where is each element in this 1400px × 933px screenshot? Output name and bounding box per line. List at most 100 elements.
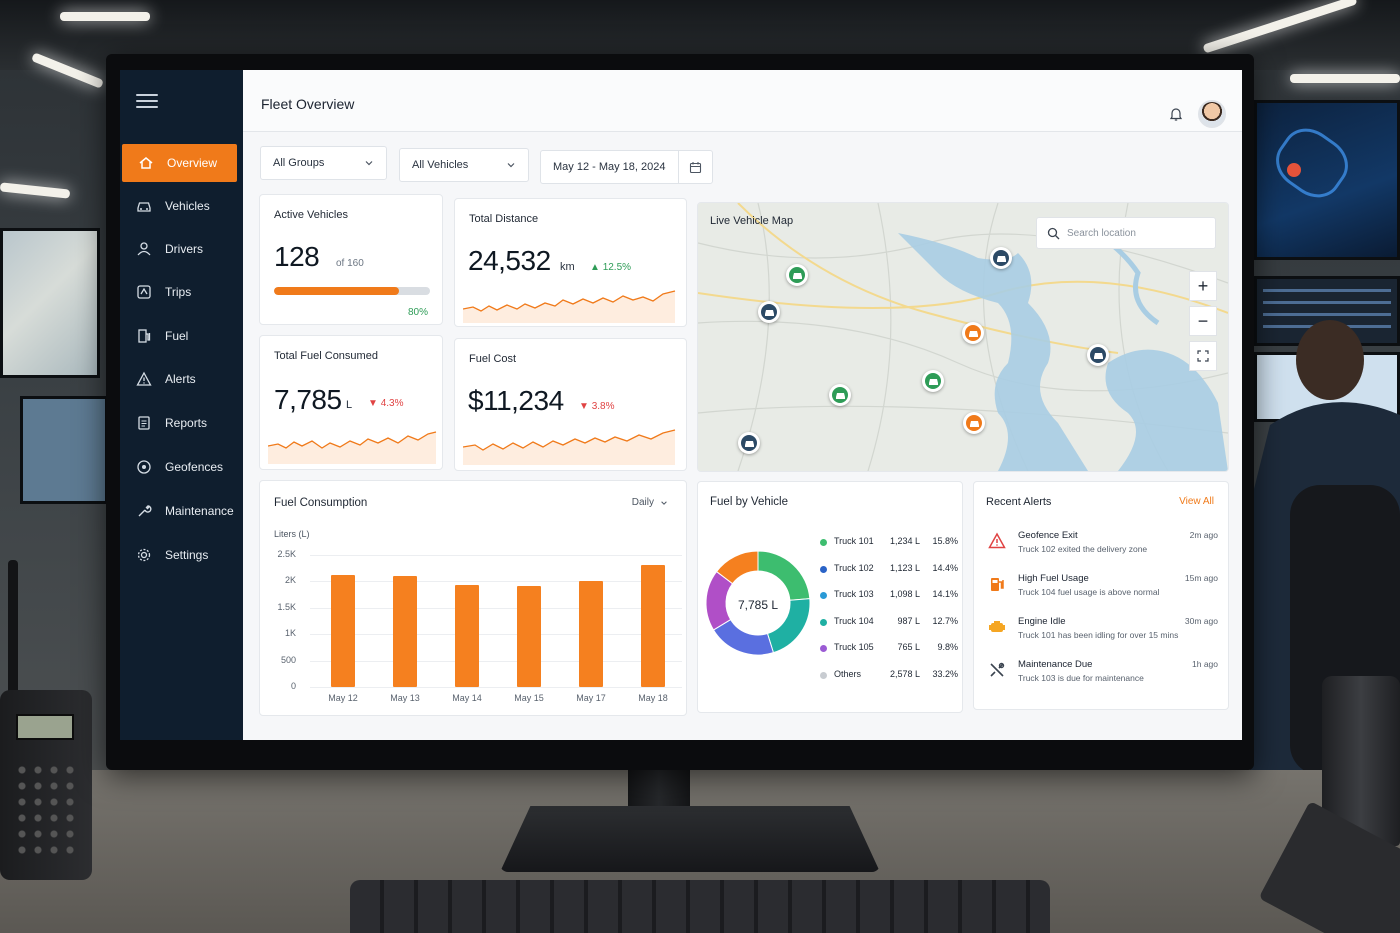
vehicle-marker[interactable] [990, 247, 1012, 269]
gear-icon [136, 547, 152, 563]
search-placeholder: Search location [1067, 227, 1136, 239]
kpi-card-active-vehicles: Active Vehicles 128 of 160 80% [259, 194, 443, 325]
vehicle-marker[interactable] [1087, 344, 1109, 366]
alert-item[interactable]: Maintenance Due Truck 103 is due for mai… [974, 659, 1230, 699]
alert-item[interactable]: Engine Idle Truck 101 has been idling fo… [974, 616, 1230, 656]
fuel-consumed-sparkline [268, 431, 437, 464]
legend-label: Truck 104 [834, 615, 874, 626]
period-select[interactable]: Daily [632, 497, 668, 508]
chart-title: Fuel Consumption [274, 497, 368, 509]
kpi-unit: L [346, 399, 353, 411]
legend-swatch [820, 565, 827, 573]
kpi-title: Total Distance [469, 213, 539, 225]
map-search-input[interactable]: Search location [1036, 217, 1216, 249]
date-range-picker[interactable]: May 12 - May 18, 2024 [540, 150, 713, 184]
group-filter-select[interactable]: All Groups [260, 146, 387, 180]
alert-description: Truck 101 has been idling for over 15 mi… [1018, 630, 1179, 640]
vehicle-marker[interactable] [738, 432, 760, 454]
sidebar-item-label: Maintenance [165, 504, 234, 518]
notification-bell-icon[interactable] [1168, 106, 1184, 122]
kpi-value: 24,532 [468, 245, 551, 276]
vehicle-filter-select[interactable]: All Vehicles [399, 148, 529, 182]
user-avatar[interactable] [1198, 100, 1226, 128]
alert-title: Maintenance Due [1018, 659, 1093, 670]
vehicle-marker[interactable] [758, 301, 780, 323]
sidebar-item-fuel[interactable]: Fuel [120, 317, 243, 355]
car-icon [764, 309, 774, 316]
legend-percent: 9.8% [937, 642, 958, 652]
dashboard-icon [138, 155, 154, 171]
alert-title: Geofence Exit [1018, 530, 1078, 541]
car-icon [1093, 352, 1103, 359]
kpi-unit: km [560, 261, 575, 273]
y-tick-label: 1K [284, 628, 296, 639]
period-value: Daily [631, 497, 654, 508]
vehicle-marker[interactable] [829, 384, 851, 406]
x-tick-label: May 14 [452, 693, 482, 703]
report-icon [136, 415, 152, 431]
alert-time: 2m ago [1189, 530, 1218, 540]
sidebar-item-settings[interactable]: Settings [120, 536, 243, 574]
car-icon [744, 440, 754, 447]
x-tick-label: May 15 [514, 693, 544, 703]
vehicle-marker[interactable] [922, 370, 944, 392]
legend-value: 765 L [897, 642, 920, 652]
bar[interactable] [517, 585, 541, 687]
legend-label: Others [834, 668, 862, 679]
sidebar-item-vehicles[interactable]: Vehicles [120, 187, 243, 225]
legend-label: Truck 103 [834, 589, 874, 599]
grid-line [310, 581, 682, 583]
kpi-value: 7,785 [274, 384, 342, 415]
zoom-in-button[interactable]: + [1189, 271, 1217, 301]
donut-slice[interactable] [715, 550, 759, 585]
sidebar-item-drivers[interactable]: Drivers [120, 230, 243, 268]
legend-swatch [820, 539, 827, 546]
active-vehicles-progress [274, 287, 430, 295]
calendar-icon[interactable] [678, 151, 712, 183]
sidebar-item-alerts[interactable]: Alerts [120, 360, 243, 398]
vehicle-marker[interactable] [962, 322, 984, 344]
fullscreen-button[interactable] [1189, 341, 1217, 371]
legend-value: 1,098 L [889, 589, 920, 599]
progress-fill [274, 287, 399, 295]
view-all-link[interactable]: View All [1179, 496, 1214, 507]
map-canvas[interactable]: Live Vehicle Map Search location + − [698, 203, 1228, 471]
grid-line [310, 687, 682, 688]
alert-item[interactable]: Geofence Exit Truck 102 exited the deliv… [974, 530, 1230, 570]
background-monitor [20, 396, 108, 504]
sidebar-item-label: Trips [165, 285, 192, 299]
bar[interactable] [579, 581, 603, 687]
donut-slice[interactable] [757, 550, 811, 601]
sidebar-item-overview[interactable]: Overview [122, 144, 237, 182]
bar[interactable] [393, 576, 417, 687]
kpi-value: 128 [274, 241, 320, 272]
x-tick-label: May 12 [328, 693, 358, 703]
geofence-icon [136, 459, 152, 475]
warning-icon [136, 371, 152, 387]
zoom-out-button[interactable]: − [1189, 306, 1217, 336]
y-tick-label: 2K [284, 575, 296, 586]
alert-item[interactable]: High Fuel Usage Truck 104 fuel usage is … [974, 573, 1230, 613]
main-content: Fleet Overview All Groups All Vehicles M… [243, 70, 1242, 740]
trend-value: 3.8% [591, 401, 615, 412]
legend-label: Truck 102 [834, 562, 874, 573]
y-tick-label: 2.5K [277, 549, 296, 559]
progress-label: 80% [407, 307, 428, 318]
bar[interactable] [455, 584, 479, 687]
kpi-title: Fuel Cost [469, 353, 517, 365]
vehicle-marker[interactable] [963, 412, 985, 434]
legend-row: Truck 104 987 L 12.7% [820, 616, 958, 630]
sidebar-item-geofences[interactable]: Geofences [120, 448, 243, 486]
bar[interactable] [641, 564, 665, 687]
walkie-talkie [0, 690, 92, 880]
sidebar-item-trips[interactable]: Trips [120, 273, 243, 311]
menu-icon[interactable] [136, 94, 158, 108]
sidebar-item-maintenance[interactable]: Maintenance [120, 492, 243, 530]
legend-value: 2,578 L [889, 668, 920, 679]
sidebar-item-label: Fuel [165, 329, 189, 343]
sidebar: Overview Vehicles Drivers Trips Fuel Ale… [120, 70, 243, 740]
fuel-pump-icon [136, 328, 152, 344]
vehicle-marker[interactable] [786, 264, 808, 286]
sidebar-item-reports[interactable]: Reports [120, 404, 243, 442]
bar[interactable] [331, 575, 355, 687]
